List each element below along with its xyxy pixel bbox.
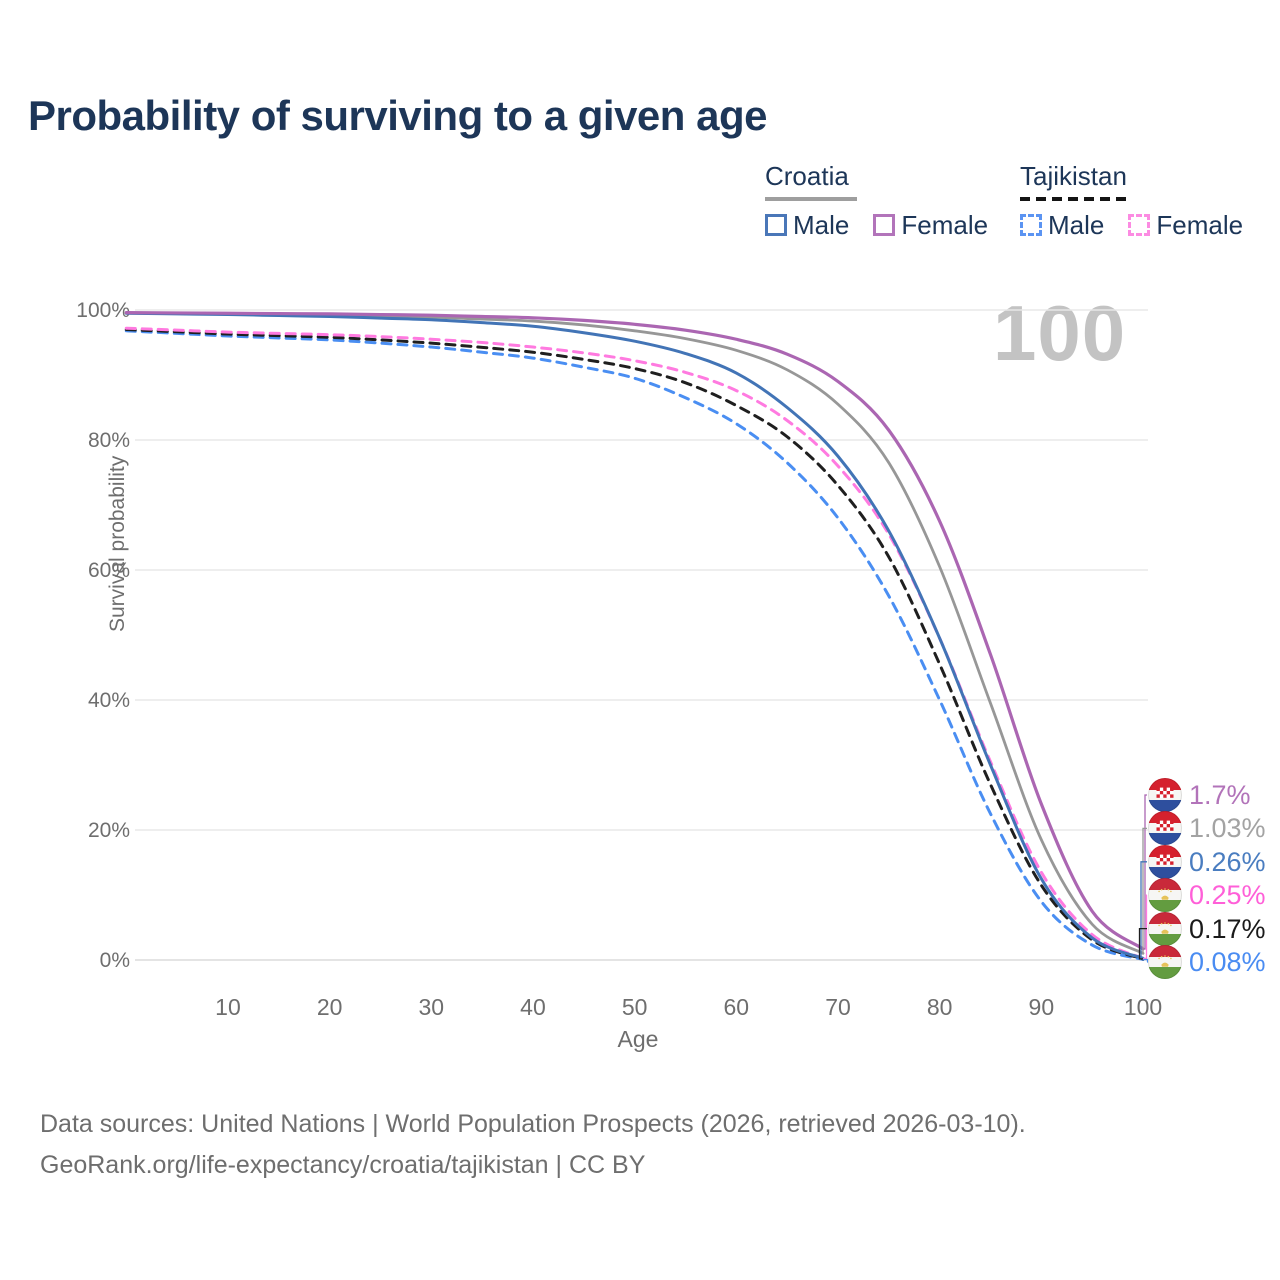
x-axis-title: Age	[617, 1026, 659, 1052]
end-label-tajikistan[interactable]: 0.17%	[1148, 912, 1266, 946]
end-label-croatia-male[interactable]: 0.26%	[1148, 845, 1266, 879]
tajikistan-dashed-line-key	[1020, 196, 1132, 201]
legend-item-croatia-female[interactable]: Female	[873, 210, 988, 241]
footer: Data sources: United Nations | World Pop…	[40, 1104, 1026, 1185]
x-tick-label: 80	[927, 994, 953, 1020]
tajikistan-female-label: Female	[1156, 209, 1244, 240]
y-tick-label: 100%	[76, 299, 130, 322]
footer-link[interactable]: GeoRank.org/life-expectancy/croatia/taji…	[40, 1150, 646, 1179]
croatia-female-label: Female	[901, 209, 989, 240]
x-tick-label: 10	[215, 994, 241, 1020]
x-tick-label: 100	[1124, 994, 1162, 1020]
end-label-value: 0.25%	[1189, 879, 1266, 910]
end-label-value: 0.26%	[1189, 846, 1266, 877]
x-tick-label: 30	[419, 994, 445, 1020]
croatia-male-label: Male	[793, 209, 850, 240]
tajikistan-female-swatch	[1128, 214, 1151, 237]
croatia-male-swatch	[765, 214, 787, 237]
y-tick-label: 20%	[88, 819, 130, 842]
end-label-value: 1.7%	[1189, 779, 1251, 810]
croatia-flag-icon	[1148, 811, 1182, 845]
croatia-female-swatch	[873, 214, 896, 237]
tajikistan-flag-icon	[1148, 878, 1182, 912]
x-tick-label: 60	[724, 994, 750, 1020]
tajikistan-flag-icon	[1148, 945, 1182, 979]
series-line-croatia-male[interactable]	[124, 311, 1145, 960]
end-label-leader-line	[1143, 794, 1147, 950]
x-tick-label: 90	[1029, 994, 1055, 1020]
x-tick-label: 70	[825, 994, 851, 1020]
tajikistan-male-swatch	[1020, 214, 1042, 237]
y-tick-label: 40%	[88, 689, 130, 712]
end-label-value: 1.03%	[1189, 812, 1266, 843]
page-title: Probability of surviving to a given age	[28, 92, 767, 139]
series-line-croatia[interactable]	[124, 311, 1145, 955]
end-label-croatia[interactable]: 1.03%	[1148, 811, 1266, 845]
legend-tajikistan-title: Tajikistan	[1020, 161, 1127, 191]
series-line-croatia-female[interactable]	[124, 311, 1145, 951]
series-line-tajikistan-female[interactable]	[124, 326, 1145, 960]
tajikistan-male-label: Male	[1048, 209, 1105, 240]
legend-croatia-title: Croatia	[765, 161, 849, 191]
end-label-tajikistan-male[interactable]: 0.08%	[1148, 945, 1266, 979]
hovered-age-watermark: 100	[993, 289, 1127, 377]
end-label-value: 0.17%	[1189, 913, 1266, 944]
series-line-tajikistan[interactable]	[124, 328, 1145, 961]
croatia-flag-icon	[1148, 778, 1182, 812]
legend-item-croatia-male[interactable]: Male	[765, 210, 849, 241]
end-label-leader-line	[1143, 894, 1148, 960]
croatia-solid-line-key	[765, 196, 857, 201]
croatia-flag-icon	[1148, 845, 1182, 879]
x-tick-label: 20	[317, 994, 343, 1020]
footer-data-sources: Data sources: United Nations | World Pop…	[40, 1110, 1026, 1138]
legend-group-croatia: Croatia Male Female	[765, 162, 988, 241]
end-label-leader-line	[1142, 827, 1147, 954]
x-tick-label: 40	[520, 994, 546, 1020]
legend-group-tajikistan: Tajikistan Male Female	[1020, 162, 1243, 241]
end-label-croatia-female[interactable]: 1.7%	[1148, 778, 1251, 812]
end-label-value: 0.08%	[1189, 946, 1266, 977]
end-label-leader-line	[1138, 927, 1147, 960]
y-tick-label: 60%	[88, 559, 130, 582]
end-label-leader-line	[1143, 958, 1149, 963]
legend-item-tajikistan-female[interactable]: Female	[1128, 210, 1243, 241]
series-line-tajikistan-male[interactable]	[124, 329, 1145, 961]
y-tick-label: 0%	[100, 949, 130, 972]
tajikistan-flag-icon	[1148, 912, 1182, 946]
x-tick-label: 50	[622, 994, 648, 1020]
end-label-tajikistan-female[interactable]: 0.25%	[1148, 878, 1266, 912]
y-tick-label: 80%	[88, 429, 130, 452]
legend-item-tajikistan-male[interactable]: Male	[1020, 210, 1104, 241]
